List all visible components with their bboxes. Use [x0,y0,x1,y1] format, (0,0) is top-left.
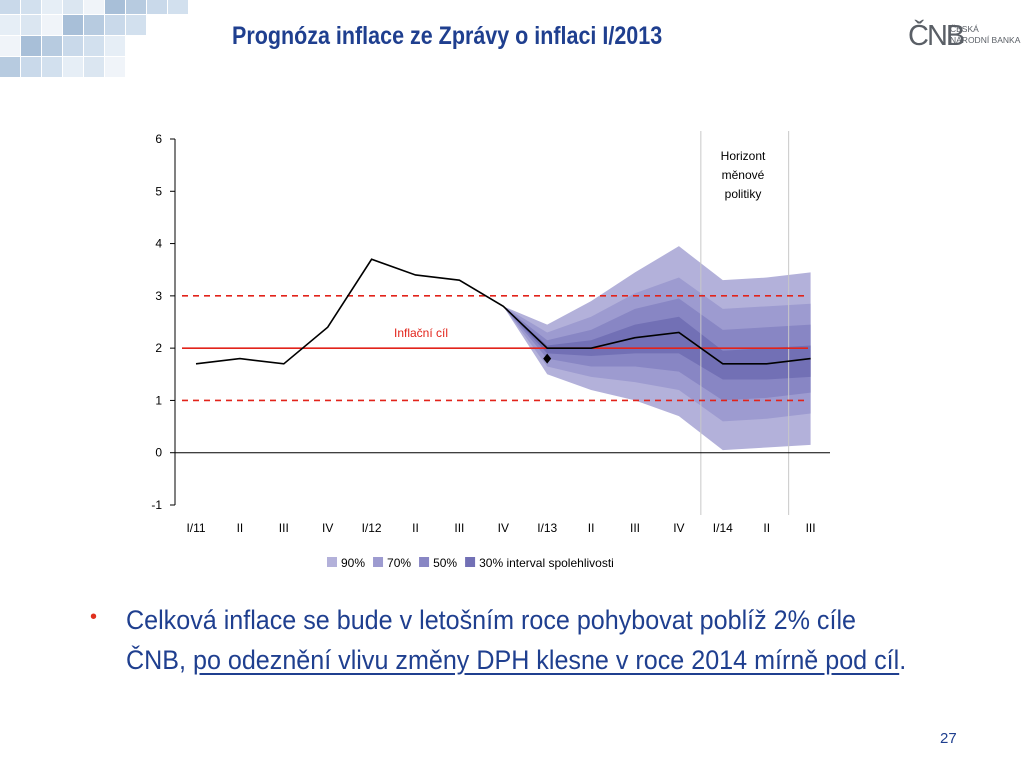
x-tick-label: III [279,521,289,535]
mosaic-tile [105,0,125,14]
slide-title: Prognóza inflace ze Zprávy o inflaci I/2… [232,22,663,50]
bullet-text-end: . [899,645,907,675]
x-tick-label: I/12 [362,521,382,535]
y-tick-label: 3 [155,289,162,303]
mosaic-tile [84,57,104,77]
legend-label: 30% interval spolehlivosti [479,556,614,570]
legend-label: 50% [433,556,457,570]
mosaic-tile [126,0,146,14]
y-tick-label: 5 [155,184,162,198]
mosaic-tile [0,57,20,77]
bullet-text-start: Celková inflace se bude v letošním roce … [126,605,857,675]
logo-line-1: ČESKÁ [950,24,979,34]
x-tick-label: IV [322,521,333,535]
x-tick-label: III [454,521,464,535]
mosaic-tile [84,15,104,35]
reference-lines [182,131,808,515]
mosaic-tile [42,15,62,35]
x-tick-label: III [630,521,640,535]
y-tick-label: 1 [155,393,162,407]
mosaic-tile [105,15,125,35]
mosaic-tile [0,15,20,35]
x-tick-label: II [237,521,244,535]
actual-inflation-line [195,258,811,365]
mosaic-tile [21,57,41,77]
cnb-logo: ČNB ČESKÁ NÁRODNÍ BANKA [908,20,1020,60]
mosaic-tile [147,0,167,14]
mosaic-tile [21,36,41,56]
legend-swatch [465,557,476,567]
decorative-mosaic [0,0,188,77]
mosaic-tile [21,0,41,14]
x-tick-label: IV [673,521,684,535]
mosaic-tile [0,36,20,56]
legend-swatch [419,557,430,567]
mosaic-tile [42,36,62,56]
y-tick-label: 0 [155,446,162,460]
x-tick-label: I/11 [186,521,205,535]
mosaic-tile [42,57,62,77]
marker-point [543,353,552,364]
horizon-label-line: Horizont [721,149,766,163]
x-tick-label: II [763,521,770,535]
fan-band-30pct [503,306,811,380]
horizon-label-line: měnové [722,168,765,182]
mosaic-tile [63,0,83,14]
bullet-text: Celková inflace se bude v letošním roce … [126,600,907,680]
legend-label: 70% [387,556,411,570]
x-tick-label: II [588,521,595,535]
y-tick-label: 2 [155,341,162,355]
x-tick-label: II [412,521,419,535]
x-tick-label: III [806,521,816,535]
mosaic-tile [105,57,125,77]
chart-legend: 90% 70% 50% 30% interval spolehlivosti [327,556,614,570]
mosaic-tile [63,36,83,56]
x-tick-label: IV [498,521,509,535]
mosaic-tile [168,0,188,14]
mosaic-tile [21,15,41,35]
mosaic-tile [42,0,62,14]
chart-labels: Inflační cíl Horizont měnové politiky [394,149,766,340]
y-tick-label: 4 [155,237,162,251]
legend-swatch [327,557,337,567]
logo-mark: ČNB [908,20,965,52]
legend-label: 90% [341,556,365,570]
y-tick-label: 6 [155,132,162,146]
target-label: Inflační cíl [394,326,448,340]
mosaic-tile [84,36,104,56]
y-tick-label: -1 [151,498,162,512]
legend-swatch [373,557,384,567]
mosaic-tile [63,57,83,77]
x-tick-label: I/14 [713,521,733,535]
horizon-label-line: politiky [725,187,762,201]
mosaic-tile [84,0,104,14]
page-number: 27 [940,730,957,747]
bullet-text-underlined: po odeznění vlivu změny DPH klesne v roc… [192,645,900,675]
x-tick-label: I/13 [537,521,557,535]
mosaic-tile [126,15,146,35]
mosaic-tile [105,36,125,56]
mosaic-tile [63,15,83,35]
logo-line-2: NÁRODNÍ BANKA [950,35,1021,45]
actual-series [195,258,811,365]
bullet-icon: • [90,606,98,628]
mosaic-tile [0,0,20,14]
